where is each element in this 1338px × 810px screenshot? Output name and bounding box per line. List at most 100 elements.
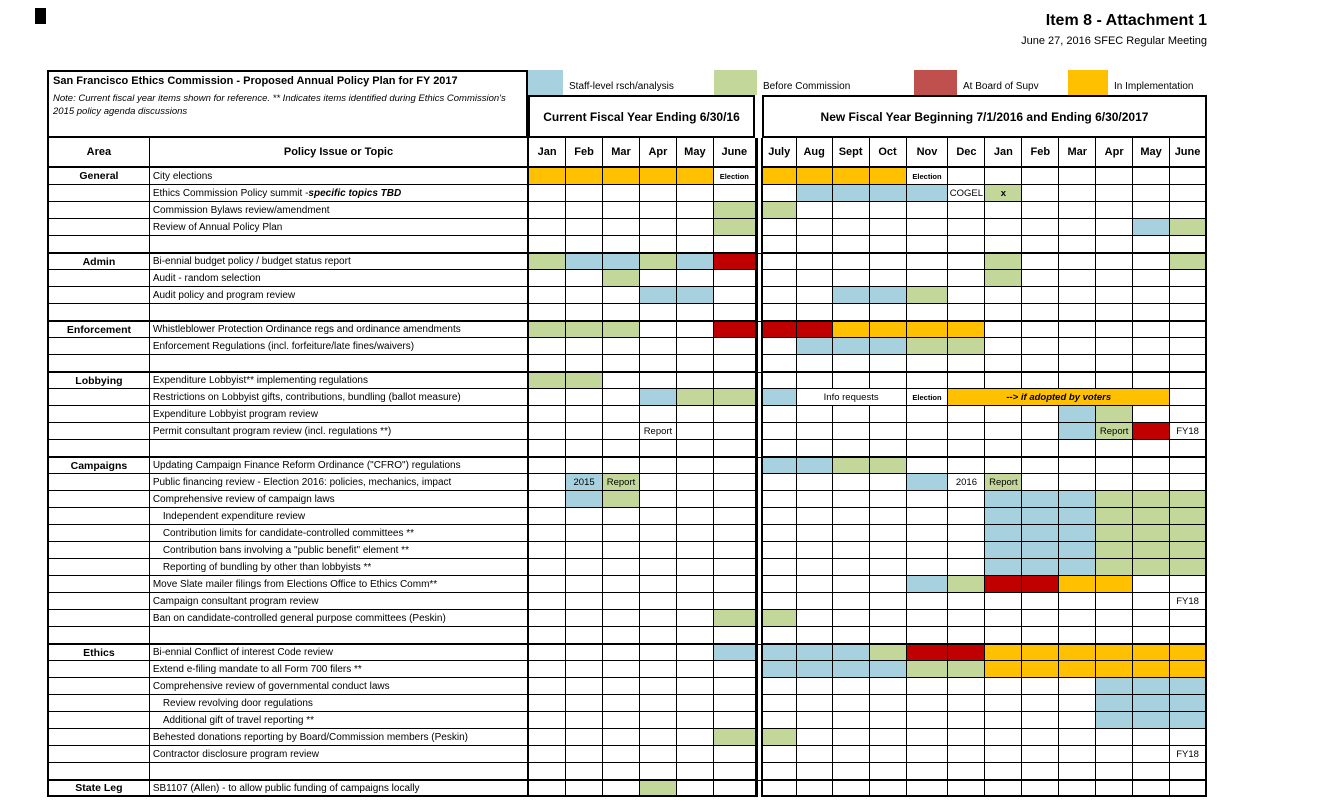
timeline-cell-filled	[762, 729, 797, 746]
timeline-cell	[529, 576, 567, 593]
area-label: Campaigns	[49, 457, 150, 474]
timeline-cell-filled	[869, 287, 907, 304]
timeline-cell-filled	[796, 644, 833, 661]
timeline-cell	[713, 627, 756, 644]
month-header: June	[1170, 138, 1207, 168]
fiscal-year-divider	[755, 423, 763, 440]
timeline-cell-filled: Report	[1096, 423, 1134, 440]
timeline-cell	[1022, 593, 1060, 610]
timeline-cell	[985, 304, 1023, 321]
timeline-cell-filled	[1059, 406, 1097, 423]
timeline-cell-filled	[639, 780, 677, 797]
month-header: Nov	[906, 138, 949, 168]
timeline-cell-filled: Report	[603, 474, 640, 491]
timeline-cell	[1133, 746, 1171, 763]
timeline-cell	[639, 746, 677, 763]
timeline-cell-filled: COGEL	[948, 185, 986, 202]
timeline-cell-filled	[639, 287, 677, 304]
timeline-cell-filled	[1059, 559, 1097, 576]
timeline-cell	[1170, 236, 1208, 253]
timeline-cell	[603, 610, 640, 627]
timeline-cell	[1096, 627, 1134, 644]
timeline-cell-filled	[985, 542, 1023, 559]
timeline-cell	[713, 304, 756, 321]
topic-column-header: Policy Issue or Topic	[149, 138, 530, 168]
timeline-cell	[906, 593, 949, 610]
timeline-cell	[762, 287, 797, 304]
timeline-cell	[529, 661, 567, 678]
topic-label: Ban on candidate-controlled general purp…	[149, 610, 530, 627]
timeline-cell-filled	[869, 644, 907, 661]
timeline-cell	[832, 559, 870, 576]
timeline-cell	[985, 219, 1023, 236]
area-label	[49, 219, 150, 236]
timeline-cell-filled	[1096, 712, 1134, 729]
timeline-cell	[1096, 253, 1134, 270]
timeline-cell	[832, 746, 870, 763]
timeline-cell	[603, 559, 640, 576]
table-row: Move Slate mailer filings from Elections…	[49, 576, 1208, 593]
topic-label: Ethics Commission Policy summit - specif…	[149, 185, 530, 202]
timeline-cell	[1133, 236, 1171, 253]
timeline-cell-filled	[906, 576, 949, 593]
timeline-cell-filled: 2016	[948, 474, 986, 491]
timeline-cell	[639, 202, 677, 219]
timeline-cell	[796, 236, 833, 253]
timeline-cell	[566, 287, 604, 304]
topic-label: Independent expenditure review	[149, 508, 530, 525]
topic-label: Commission Bylaws review/amendment	[149, 202, 530, 219]
timeline-cell	[713, 338, 756, 355]
timeline-cell	[906, 746, 949, 763]
timeline-cell	[948, 525, 986, 542]
timeline-cell	[1059, 338, 1097, 355]
timeline-cell	[762, 525, 797, 542]
timeline-cell	[762, 627, 797, 644]
topic-label: SB1107 (Allen) - to allow public funding…	[149, 780, 530, 797]
timeline-cell	[948, 270, 986, 287]
fiscal-year-divider	[755, 780, 763, 797]
timeline-cell	[796, 525, 833, 542]
timeline-cell	[762, 440, 797, 457]
timeline-cell	[603, 236, 640, 253]
timeline-cell-filled	[676, 389, 714, 406]
timeline-cell	[796, 780, 833, 797]
timeline-cell	[603, 355, 640, 372]
timeline-cell	[529, 627, 567, 644]
timeline-cell-filled	[676, 168, 714, 185]
fiscal-year-divider	[755, 287, 763, 304]
timeline-cell	[1022, 457, 1060, 474]
timeline-cell	[869, 729, 907, 746]
timeline-cell-filled	[529, 253, 567, 270]
area-label	[49, 406, 150, 423]
timeline-cell	[762, 508, 797, 525]
fiscal-year-divider	[755, 593, 763, 610]
timeline-cell	[762, 491, 797, 508]
timeline-cell-filled	[832, 168, 870, 185]
timeline-cell	[566, 219, 604, 236]
timeline-cell	[603, 219, 640, 236]
timeline-cell	[985, 423, 1023, 440]
timeline-cell	[1096, 372, 1134, 389]
timeline-cell	[762, 270, 797, 287]
timeline-cell	[639, 593, 677, 610]
timeline-cell	[832, 576, 870, 593]
timeline-cell	[639, 508, 677, 525]
column-header-row: Area Policy Issue or Topic Jan Feb Mar Apr May…	[49, 138, 1207, 168]
fiscal-year-divider	[755, 321, 763, 338]
timeline-cell-filled: Report	[639, 423, 677, 440]
timeline-cell	[529, 559, 567, 576]
timeline-cell	[639, 219, 677, 236]
timeline-cell	[1059, 270, 1097, 287]
timeline-cell	[906, 491, 949, 508]
fiscal-year-divider	[755, 763, 763, 780]
timeline-cell	[906, 525, 949, 542]
timeline-cell	[1059, 763, 1097, 780]
fiscal-year-divider	[755, 457, 763, 474]
timeline-cell	[713, 287, 756, 304]
table-row: Admin Bi-ennial budget policy / budget st…	[49, 253, 1208, 270]
timeline-cell	[906, 457, 949, 474]
area-label	[49, 661, 150, 678]
area-label	[49, 729, 150, 746]
timeline-cell	[566, 236, 604, 253]
timeline-cell	[948, 746, 986, 763]
